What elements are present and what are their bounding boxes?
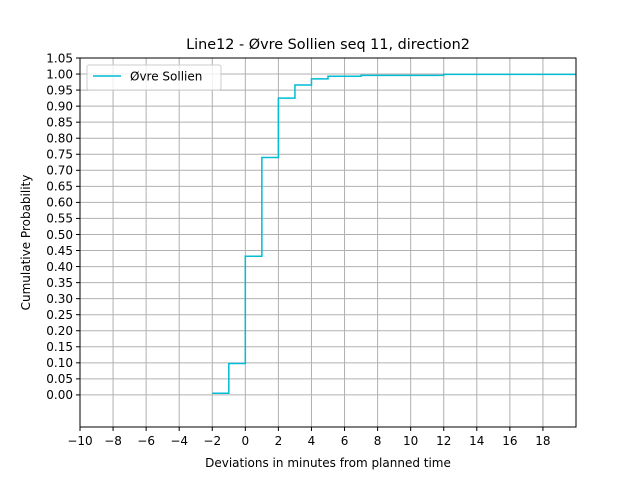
x-axis-label: Deviations in minutes from planned time [205, 456, 451, 470]
y-tick-label: 0.25 [46, 308, 73, 322]
plot-frame [79, 57, 577, 428]
y-tick-label: 0.90 [46, 99, 73, 113]
x-tick-label: 14 [469, 434, 484, 448]
x-axis: −10 −8 −6 −4 −2 0 2 4 6 8 10 12 14 16 18 [67, 427, 551, 448]
x-tick-label: 4 [308, 434, 316, 448]
x-tick-label: 2 [275, 434, 283, 448]
x-tick-label: −4 [170, 434, 188, 448]
x-tick-label: −6 [137, 434, 155, 448]
y-tick-label: 0.45 [46, 244, 73, 258]
x-tick-label: −10 [67, 434, 92, 448]
x-tick-label: 12 [436, 434, 451, 448]
y-axis-label: Cumulative Probability [19, 175, 33, 311]
y-tick-label: 0.35 [46, 276, 73, 290]
y-tick-label: 0.10 [46, 356, 73, 370]
x-tick-label: −2 [203, 434, 221, 448]
y-tick-label: 0.40 [46, 260, 73, 274]
y-tick-label: 0.05 [46, 372, 73, 386]
y-tick-label: 0.80 [46, 132, 73, 146]
x-tick-label: 10 [403, 434, 418, 448]
legend-box [86, 64, 222, 91]
y-axis: 0.00 0.05 0.10 0.15 0.20 0.25 0.30 0.35 0.40 0.45… [46, 51, 80, 402]
y-tick-label: 0.70 [46, 164, 73, 178]
series-layer [212, 73, 576, 395]
y-tick-label: 0.75 [46, 148, 73, 162]
x-tick-label: 6 [341, 434, 349, 448]
y-tick-label: 0.65 [46, 180, 73, 194]
y-tick-label: 0.00 [46, 388, 73, 402]
y-tick-label: 1.00 [46, 67, 73, 81]
x-tick-label: 16 [502, 434, 517, 448]
y-tick-label: 1.05 [46, 51, 73, 65]
legend: Øvre Sollien [86, 64, 222, 91]
y-tick-label: 0.55 [46, 212, 73, 226]
x-tick-label: 0 [242, 434, 250, 448]
y-tick-label: 0.85 [46, 115, 73, 129]
x-tick-label: −8 [104, 434, 122, 448]
legend-label: Øvre Sollien [130, 70, 202, 84]
x-tick-label: 18 [535, 434, 550, 448]
chart-title: Line12 - Øvre Sollien seq 11, direction2 [186, 37, 470, 53]
y-tick-label: 0.50 [46, 228, 73, 242]
series-line [212, 73, 576, 395]
y-tick-label: 0.95 [46, 83, 73, 97]
y-tick-label: 0.15 [46, 340, 73, 354]
y-tick-label: 0.20 [46, 324, 73, 338]
y-tick-label: 0.30 [46, 292, 73, 306]
x-tick-label: 8 [374, 434, 382, 448]
y-tick-label: 0.60 [46, 196, 73, 210]
